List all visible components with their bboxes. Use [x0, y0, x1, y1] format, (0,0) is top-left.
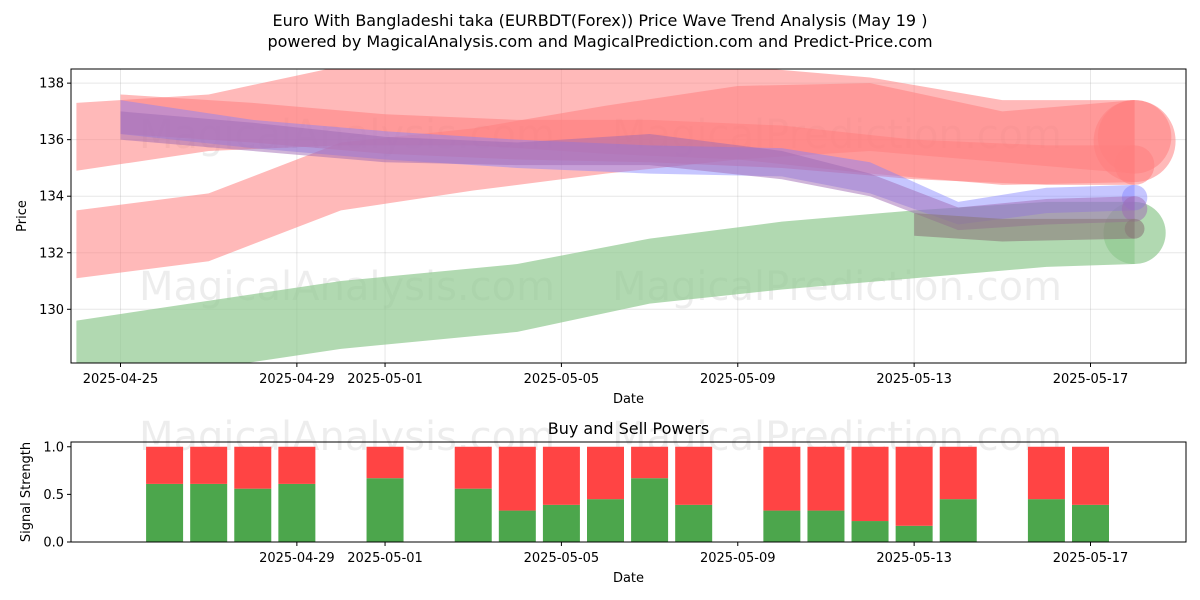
buy-bar	[631, 478, 669, 542]
buy-bar	[542, 504, 580, 542]
sell-bar	[807, 446, 845, 511]
price-y-axis-label: Price	[15, 200, 30, 232]
signal-axes: 0.0 0.5 1.0 2025-04-29 2025-05-01 2025-05-05 2…	[43, 440, 1128, 566]
sell-bar	[1072, 446, 1109, 505]
price-chart: 130 132 134 136 138 2025-04-25 2025-04-29 2025-…	[15, 68, 1187, 407]
price-x-axis-label: Date	[613, 392, 644, 407]
price-band-cap-red	[1114, 145, 1155, 185]
price-y-tick-label: 132	[39, 246, 64, 261]
signal-x-tick-label: 2025-05-13	[876, 551, 952, 566]
signal-x-tick-label: 2025-05-17	[1053, 551, 1129, 566]
sell-bar	[234, 446, 272, 489]
buy-bar	[807, 510, 845, 542]
buy-bar	[587, 499, 624, 542]
chart-subtitle: powered by MagicalAnalysis.com and Magic…	[267, 32, 932, 51]
sell-bar	[1027, 446, 1065, 500]
buy-bar	[278, 483, 316, 542]
buy-bar	[763, 510, 801, 542]
price-x-tick-label: 2025-04-29	[259, 372, 335, 387]
price-y-tick-label: 134	[39, 190, 64, 205]
signal-x-tick-label: 2025-05-05	[524, 551, 600, 566]
buy-bar	[498, 510, 536, 542]
signal-x-axis-label: Date	[613, 571, 644, 586]
price-bands	[76, 69, 1176, 363]
sell-bar	[366, 446, 404, 479]
signal-chart: Buy and Sell Powers 0.0 0.5 1.0 2025-04-29 2…	[19, 419, 1187, 586]
buy-bar	[234, 488, 272, 542]
price-x-tick-label: 2025-05-09	[700, 372, 776, 387]
price-band-green	[76, 201, 1135, 363]
price-x-tick-label: 2025-04-25	[83, 372, 159, 387]
sell-bar	[146, 446, 184, 484]
price-band-cap-gray	[1124, 218, 1145, 239]
sell-bar	[454, 446, 492, 489]
sell-bar	[498, 446, 536, 511]
price-x-tick-label: 2025-05-17	[1053, 372, 1129, 387]
buy-bar	[1072, 504, 1109, 542]
buy-bar	[366, 478, 404, 542]
price-axes: 130 132 134 136 138 2025-04-25 2025-04-29 2025-…	[39, 77, 1128, 387]
signal-chart-title: Buy and Sell Powers	[548, 419, 710, 438]
sell-bar	[542, 446, 580, 505]
signal-bars	[146, 446, 1109, 542]
buy-bar	[851, 521, 889, 542]
sell-bar	[895, 446, 933, 526]
sell-bar	[190, 446, 228, 484]
price-x-tick-label: 2025-05-01	[347, 372, 423, 387]
signal-y-tick-label: 0.5	[43, 488, 64, 503]
signal-y-tick-label: 1.0	[43, 440, 64, 455]
buy-bar	[675, 504, 713, 542]
buy-bar	[146, 483, 184, 542]
price-band-gray	[914, 213, 1135, 242]
signal-y-tick-label: 0.0	[43, 536, 64, 551]
buy-bar	[454, 488, 492, 542]
chart-title: Euro With Bangladeshi taka (EURBDT(Forex…	[273, 11, 928, 30]
sell-bar	[587, 446, 624, 500]
buy-bar	[1027, 499, 1065, 542]
price-y-tick-label: 136	[39, 133, 64, 148]
buy-bar	[939, 499, 977, 542]
sell-bar	[675, 446, 713, 505]
sell-bar	[939, 446, 977, 500]
buy-bar	[190, 483, 228, 542]
sell-bar	[763, 446, 801, 511]
price-x-tick-label: 2025-05-13	[876, 372, 952, 387]
signal-x-tick-label: 2025-05-01	[347, 551, 423, 566]
price-y-tick-label: 138	[39, 77, 64, 92]
signal-x-tick-label: 2025-04-29	[259, 551, 335, 566]
buy-bar	[895, 525, 933, 542]
price-y-tick-label: 130	[39, 303, 64, 318]
price-band-cap-purple	[1121, 196, 1148, 222]
signal-x-tick-label: 2025-05-09	[700, 551, 776, 566]
price-x-tick-label: 2025-05-05	[524, 372, 600, 387]
price-band-purple	[120, 111, 1135, 231]
sell-bar	[631, 446, 669, 479]
price-band-red	[76, 83, 1135, 279]
signal-plot-frame	[70, 441, 1187, 543]
price-plot-frame	[70, 68, 1187, 364]
signal-y-axis-label: Signal Strength	[19, 442, 34, 542]
sell-bar	[278, 446, 316, 484]
sell-bar	[851, 446, 889, 522]
